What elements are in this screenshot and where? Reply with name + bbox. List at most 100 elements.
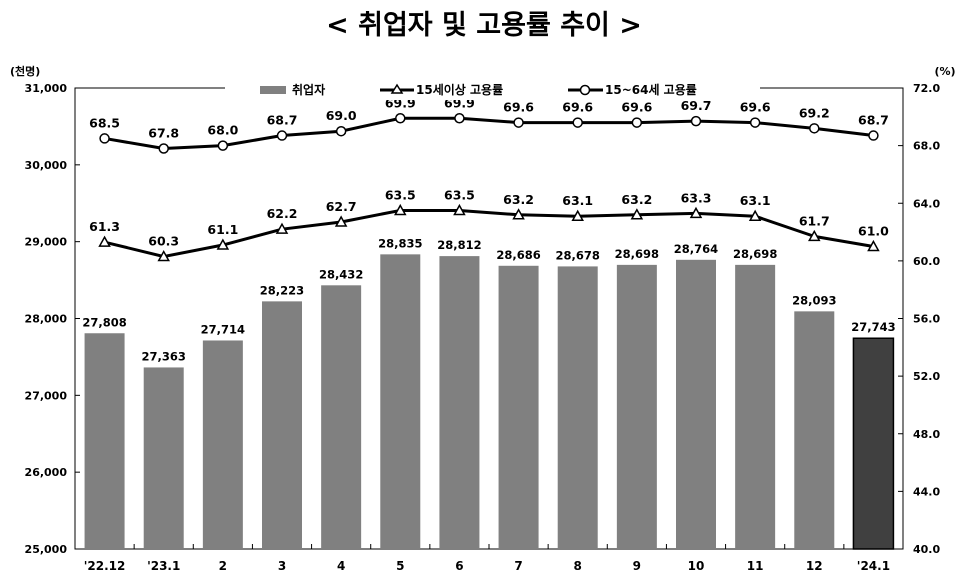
legend-bar-swatch	[260, 86, 286, 94]
line-value-label: 63.1	[740, 193, 771, 208]
left-tick-label: 29,000	[25, 236, 68, 249]
bar-value-label: 28,223	[260, 283, 304, 297]
line-value-label: 69.6	[562, 100, 593, 115]
x-tick-label: '24.1	[857, 559, 890, 573]
legend-bar-label: 취업자	[292, 82, 325, 97]
line-value-label: 61.3	[89, 219, 120, 234]
x-tick-label: '23.1	[147, 559, 180, 573]
right-tick-label: 60.0	[913, 255, 940, 268]
legend: 취업자 15세이상 고용률 15~64세 고용률	[225, 78, 760, 100]
right-tick-label: 64.0	[913, 197, 940, 210]
bar	[616, 264, 657, 549]
line-value-label: 69.0	[326, 108, 357, 123]
circle-marker	[809, 123, 820, 134]
line-value-label: 69.6	[740, 100, 771, 115]
plot-border	[74, 87, 904, 550]
bar-value-label: 28,686	[496, 248, 540, 262]
bar	[557, 266, 598, 549]
circle-marker	[158, 143, 169, 154]
circle-marker	[749, 117, 761, 128]
bar-value-label: 28,835	[378, 236, 422, 250]
legend-circle-marker	[579, 84, 591, 96]
series-line-1	[104, 208, 874, 259]
bar	[439, 256, 480, 549]
right-tick-label: 72.0	[913, 82, 940, 95]
triangle-marker	[630, 208, 644, 220]
x-tick-label: 11	[747, 559, 764, 573]
line-value-label: 60.3	[148, 234, 179, 249]
circle-marker	[276, 130, 288, 141]
x-tick-label: 2	[219, 559, 227, 573]
line-value-label: 63.5	[444, 187, 475, 202]
bar-value-label: 28,812	[437, 238, 481, 252]
right-axis-unit: (%)	[934, 65, 955, 78]
plot-area	[74, 87, 904, 550]
line-value-label: 68.0	[207, 123, 238, 138]
line-value-label: 63.2	[503, 192, 534, 207]
bar-labels: 27,808 27,363 27,714 28,223 28,432 28,835 28,8…	[82, 236, 895, 363]
bar-value-label: 28,678	[556, 248, 600, 262]
line-value-label: 69.7	[681, 98, 712, 113]
bar-value-label: 28,698	[733, 247, 777, 261]
x-tick-label: 9	[633, 559, 641, 573]
bar	[262, 301, 302, 549]
triangle-marker	[808, 229, 821, 242]
line-value-label: 68.7	[267, 113, 298, 128]
left-tick-label: 26,000	[25, 466, 68, 479]
x-tick-label: 3	[278, 559, 286, 573]
right-tick-label: 40.0	[913, 543, 940, 556]
triangle-marker	[334, 215, 348, 227]
bar	[84, 333, 125, 549]
circle-marker	[631, 117, 643, 128]
line-value-label: 69.2	[799, 105, 830, 120]
right-axis: 40.0 44.0 48.0 52.0 56.0 60.0 64.0 68.0 72.0	[898, 82, 940, 556]
circle-marker	[690, 115, 702, 127]
triangle-marker	[394, 203, 407, 216]
line-series: 61.3 60.3 61.1 62.2 62.7 63.5 63.5 63.2 63.1 63.2…	[89, 95, 889, 262]
triangle-marker	[157, 250, 170, 262]
triangle-marker	[689, 206, 703, 219]
x-tick-label: 7	[514, 559, 522, 573]
line-value-label: 69.6	[621, 100, 652, 115]
line-value-label: 69.6	[503, 100, 534, 115]
line-value-label: 63.3	[681, 190, 712, 205]
circle-marker	[99, 133, 110, 144]
circle-marker	[454, 113, 465, 124]
triangle-marker	[571, 209, 584, 221]
x-tick-label: 10	[688, 559, 705, 573]
bar	[676, 259, 716, 549]
bar	[321, 285, 362, 549]
left-tick-label: 27,000	[25, 389, 68, 402]
line-value-label: 63.5	[385, 187, 416, 202]
line-value-label: 62.7	[326, 199, 357, 214]
triangle-marker	[453, 203, 466, 216]
x-tick-label: 12	[806, 559, 823, 573]
circle-marker	[395, 113, 406, 124]
legend-line2-label: 15~64세 고용률	[605, 82, 697, 97]
left-tick-label: 31,000	[25, 82, 68, 95]
right-tick-label: 52.0	[913, 370, 940, 383]
left-tick-label: 30,000	[25, 159, 68, 172]
legend-line1-label: 15세이상 고용률	[416, 82, 503, 97]
x-tick-label: 6	[455, 559, 463, 573]
bar-value-label: 27,363	[142, 349, 186, 363]
right-tick-label: 48.0	[913, 428, 940, 441]
bar	[852, 337, 895, 550]
series-line-2	[104, 116, 874, 151]
left-tick-label: 25,000	[25, 543, 68, 556]
right-tick-label: 56.0	[913, 313, 940, 326]
x-tick-label: 8	[574, 559, 582, 573]
x-tick-label: '22.12	[84, 559, 126, 573]
bar-value-label: 28,093	[792, 293, 836, 307]
left-tick-label: 28,000	[25, 313, 68, 326]
bar	[143, 367, 184, 549]
bar-value-label: 27,714	[201, 322, 245, 336]
x-axis: '22.12 '23.1 2 3 4 5 6 7 8 9 10 11 12 '24.1	[84, 544, 890, 573]
circle-marker	[335, 125, 347, 137]
circle-marker	[868, 130, 879, 141]
line-value-label: 63.1	[562, 193, 593, 208]
line-value-label: 67.8	[148, 126, 179, 141]
right-tick-label: 68.0	[913, 140, 940, 153]
triangle-marker	[216, 238, 230, 250]
triangle-marker	[748, 209, 762, 221]
